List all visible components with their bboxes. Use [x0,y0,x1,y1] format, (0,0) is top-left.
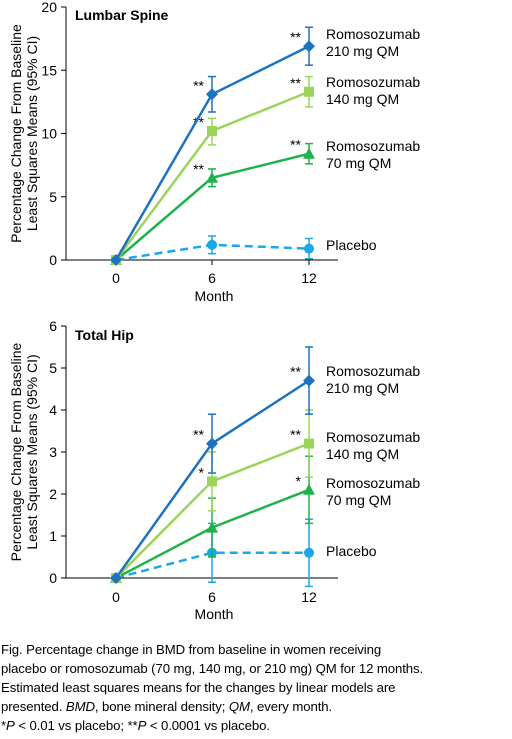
series-label-line-2: 140 mg QM [326,446,399,462]
y-tick-label: 3 [49,444,57,460]
data-point [207,476,217,487]
significance-label: ** [290,364,301,380]
y-tick-label: 6 [49,318,57,334]
series-label-line-1: Romosozumab [326,74,420,90]
x-tick-label: 12 [301,270,317,286]
x-tick-label: 12 [301,589,317,605]
significance-label: ** [290,29,301,45]
x-tick-label: 6 [208,589,216,605]
series-label-line-1: Romosozumab [326,26,420,42]
series-label-line-1: Romosozumab [326,475,420,491]
caption-abbr-bmd: BMD [65,699,95,714]
figure-caption: Fig. Percentage change in BMD from basel… [0,640,506,735]
series-label-line-1: Placebo [326,237,377,253]
chart-title: Lumbar Spine [75,7,169,23]
data-point [206,88,218,101]
caption-sig-1: < 0.01 vs placebo; ** [14,718,138,733]
data-point [303,374,315,387]
caption-line-4: presented. BMD, bone mineral density; QM… [1,697,506,716]
caption-bmd-definition: , bone mineral density; [94,699,229,714]
series-label-line-1: Romosozumab [326,429,420,445]
y-tick-label: 10 [41,126,57,142]
series-label-line-2: 70 mg QM [326,492,391,508]
significance-label: ** [193,77,204,93]
y-tick-label: 0 [49,570,57,586]
significance-label: * [199,464,205,480]
series-label-line-2: 210 mg QM [326,380,399,396]
data-point [303,147,315,159]
y-tick-label: 0 [49,252,57,268]
y-tick-label: 5 [49,360,57,376]
caption-presented: presented. [1,699,66,714]
y-axis-label-line-2: Least Squares Means (95% CI) [24,36,40,231]
significance-label: ** [193,427,204,443]
y-tick-label: 20 [41,0,57,15]
data-point [207,239,217,250]
data-point [207,125,217,136]
significance-label: ** [193,114,204,130]
caption-line-1: Fig. Percentage change in BMD from basel… [1,642,382,657]
significance-label: * [296,473,302,489]
x-tick-label: 0 [112,589,120,605]
data-point [304,86,314,97]
y-tick-label: 2 [49,486,57,502]
caption-line-5: *P < 0.01 vs placebo; **P < 0.0001 vs pl… [1,716,506,735]
caption-abbr-qm: QM [228,699,250,714]
x-axis-label: Month [195,288,234,304]
data-point [110,254,122,266]
y-tick-label: 4 [49,402,57,418]
data-point [303,40,315,53]
significance-label: ** [290,427,301,443]
y-axis-label-line-1: Percentage Change From Baseline [8,342,24,561]
data-point [303,483,315,495]
series-label-line-1: Romosozumab [326,363,420,379]
chart-title: Total Hip [75,327,134,343]
caption-p-1: P [6,718,15,733]
significance-label: ** [193,161,204,177]
lumbar-spine-chart: Lumbar Spine 0 5 10 15 20 0 6 12 Month Percentage … [8,0,420,304]
series-label-line-2: 140 mg QM [326,91,399,107]
data-point [110,572,122,584]
caption-star: * [1,718,7,733]
data-point [206,521,218,533]
data-point [304,243,314,254]
series-placebo: Placebo [111,518,377,588]
data-point [206,171,218,183]
series-label-line-1: Romosozumab [326,138,420,154]
y-tick-label: 15 [41,62,57,78]
x-tick-label: 6 [208,270,216,286]
y-axis-label-line-2: Least Squares Means (95% CI) [24,354,40,549]
caption-qm-definition: , every month. [249,699,333,714]
data-point [206,437,218,450]
y-tick-label: 1 [49,528,57,544]
series-label-line-1: Placebo [326,543,377,559]
data-point [304,438,314,449]
y-axis-label-line-1: Percentage Change From Baseline [8,24,24,243]
caption-sig-2: < 0.0001 vs placebo. [146,718,270,733]
series-label-line-2: 70 mg QM [326,155,391,171]
x-tick-label: 0 [112,270,120,286]
series-label-line-2: 210 mg QM [326,43,399,59]
significance-label: ** [290,75,301,91]
series-placebo: Placebo [111,235,377,265]
caption-line-3: Estimated least squares means for the ch… [1,680,396,695]
data-point [304,547,314,558]
x-axis-label: Month [195,606,234,622]
y-tick-label: 5 [49,189,57,205]
significance-label: ** [290,137,301,153]
caption-line-2: placebo or romosozumab (70 mg, 140 mg, o… [1,661,424,676]
series-line [115,551,309,580]
caption-p-2: P [137,718,147,733]
